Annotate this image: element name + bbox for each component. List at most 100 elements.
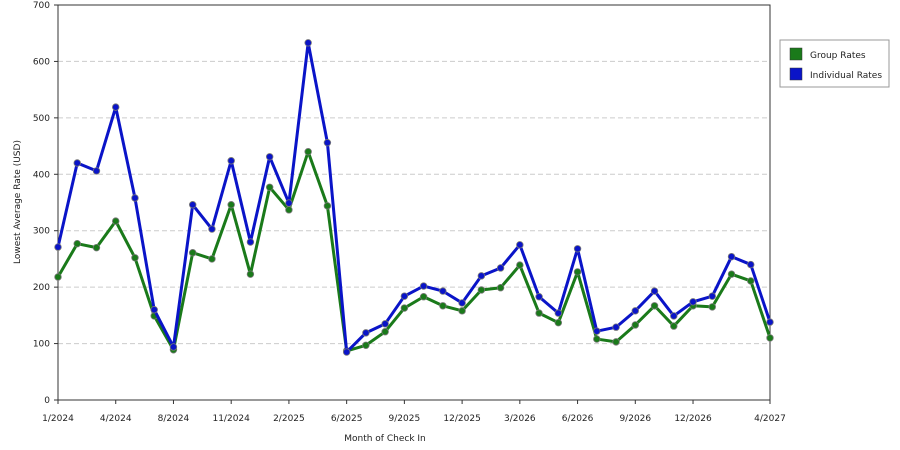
series-line	[56, 41, 772, 354]
data-point	[285, 199, 293, 207]
data-point	[208, 255, 216, 263]
x-axis-title: Month of Check In	[344, 434, 426, 444]
x-tick-label: 9/2025	[389, 414, 421, 424]
y-axis-title: Lowest Average Rate (USD)	[13, 140, 23, 264]
data-point	[708, 292, 716, 300]
data-point	[362, 341, 370, 349]
data-point	[612, 323, 620, 331]
data-point	[516, 241, 524, 249]
data-point	[342, 348, 351, 356]
data-point	[362, 329, 370, 337]
data-point	[496, 264, 505, 272]
data-point	[670, 312, 678, 320]
data-point	[92, 243, 101, 252]
data-point	[727, 270, 736, 278]
data-point	[573, 245, 582, 253]
data-point	[150, 306, 158, 314]
data-point	[227, 157, 235, 165]
data-point	[189, 249, 197, 257]
data-point	[477, 272, 486, 280]
data-point	[246, 238, 255, 246]
data-point	[381, 320, 389, 328]
data-point	[535, 293, 543, 301]
data-point	[708, 303, 716, 311]
data-point	[439, 287, 447, 295]
y-tick-label: 700	[33, 1, 50, 11]
data-point	[573, 268, 582, 276]
data-point	[650, 287, 659, 295]
x-tick-label: 1/2024	[42, 414, 74, 424]
data-point	[535, 309, 543, 317]
legend-label: Individual Rates	[810, 71, 882, 81]
data-point	[400, 304, 409, 312]
data-point	[516, 261, 524, 269]
series-line	[56, 150, 772, 353]
x-tick-label: 6/2025	[331, 414, 363, 424]
legend-label: Group Rates	[810, 51, 866, 61]
data-point	[131, 254, 139, 262]
legend-swatch	[789, 47, 803, 61]
data-point	[458, 307, 466, 315]
plot-frame	[57, 4, 771, 401]
data-point	[670, 322, 678, 330]
data-point	[631, 307, 639, 315]
data-point	[554, 309, 563, 317]
data-point	[92, 167, 101, 175]
y-tick-label: 100	[33, 340, 50, 350]
x-tick-label: 2/2025	[273, 414, 305, 424]
y-tick-label: 500	[33, 114, 50, 124]
legend-swatch	[789, 67, 803, 81]
data-point	[631, 321, 639, 329]
data-point	[323, 202, 332, 210]
x-tick-label: 12/2026	[674, 414, 712, 424]
x-tick-label: 4/2024	[100, 414, 132, 424]
data-point	[747, 277, 755, 285]
y-tick-label: 400	[33, 170, 50, 180]
data-point	[246, 270, 255, 278]
data-point	[73, 159, 81, 167]
data-point	[304, 148, 312, 156]
data-point	[54, 243, 62, 251]
data-point	[169, 343, 178, 351]
y-tick-label: 300	[33, 227, 50, 237]
x-tick-label: 12/2025	[443, 414, 480, 424]
data-point	[112, 103, 120, 111]
data-point	[227, 201, 235, 209]
data-point	[265, 153, 274, 161]
y-tick-label: 0	[44, 396, 50, 406]
data-point	[593, 327, 601, 335]
data-point	[477, 286, 486, 294]
x-tick-label: 6/2026	[562, 414, 594, 424]
data-point	[112, 217, 120, 225]
data-point	[419, 282, 428, 290]
x-tick-label: 4/2027	[754, 414, 786, 424]
y-tick-label: 600	[33, 57, 50, 67]
y-tick-label: 200	[33, 283, 50, 293]
data-point	[689, 298, 697, 306]
data-point	[208, 225, 216, 233]
data-point	[323, 138, 332, 147]
data-point	[439, 302, 447, 310]
data-point	[747, 260, 755, 269]
x-tick-label: 9/2026	[619, 414, 651, 424]
x-tick-label: 11/2024	[212, 414, 250, 424]
data-point	[131, 194, 139, 202]
data-point	[766, 318, 774, 326]
data-point	[189, 201, 197, 209]
x-tick-label: 8/2024	[158, 414, 190, 424]
data-point	[54, 273, 62, 281]
data-point	[304, 39, 312, 47]
data-point	[400, 292, 409, 300]
data-point	[265, 183, 274, 191]
data-point	[766, 334, 774, 342]
data-point	[73, 239, 81, 248]
data-point	[727, 252, 736, 261]
data-point	[419, 293, 428, 301]
data-point	[612, 338, 620, 346]
data-point	[381, 328, 389, 336]
data-point	[650, 302, 659, 310]
data-point	[496, 284, 505, 292]
data-point	[593, 335, 601, 343]
data-point	[554, 318, 563, 327]
data-point	[285, 206, 293, 214]
